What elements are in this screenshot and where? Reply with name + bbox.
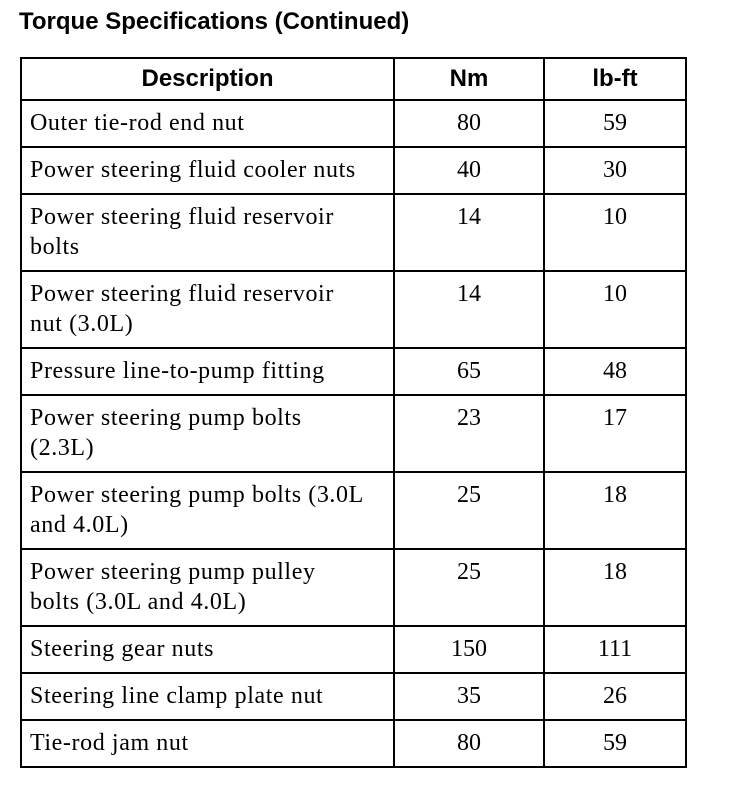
value-cell: 25 [393,548,545,627]
table-row: Power steering pump pulley bolts (3.0L a… [20,548,687,627]
header-cell: lb-ft [543,57,687,101]
header-cell: Nm [393,57,545,101]
description-cell: Power steering pump bolts (3.0L and 4.0L… [20,471,395,550]
value-cell: 59 [543,99,687,148]
table-row: Steering line clamp plate nut 35 26 [20,672,687,721]
header-row: Description Nm lb-ft [20,57,687,101]
description-cell: Tie-rod jam nut [20,719,395,768]
value-cell: 18 [543,548,687,627]
description-cell: Steering line clamp plate nut [20,672,395,721]
description-cell: Steering gear nuts [20,625,395,674]
value-cell: 18 [543,471,687,550]
value-cell: 35 [393,672,545,721]
value-cell: 150 [393,625,545,674]
title: Torque Specifications (Continued) [19,8,410,35]
value-cell: 14 [393,270,545,349]
table-row: Power steering fluid reservoir bolts 14 10 [20,193,687,272]
value-cell: 80 [393,719,545,768]
value-cell: 30 [543,146,687,195]
value-cell: 59 [543,719,687,768]
table-row: Pressure line-to-pump fitting 65 48 [20,347,687,396]
header-cell: Description [20,57,395,101]
torque-table: Description Nm lb-ft Outer tie-rod end nut… [20,57,687,768]
value-cell: 40 [393,146,545,195]
description-cell: Power steering fluid reservoir bolts [20,193,395,272]
value-cell: 10 [543,270,687,349]
value-cell: 80 [393,99,545,148]
value-cell: 10 [543,193,687,272]
table-row: Outer tie-rod end nut 80 59 [20,99,687,148]
description-cell: Pressure line-to-pump fitting [20,347,395,396]
table-row: Power steering fluid reservoir nut (3.0L… [20,270,687,349]
value-cell: 17 [543,394,687,473]
value-cell: 23 [393,394,545,473]
value-cell: 25 [393,471,545,550]
table-row: Power steering pump bolts (2.3L) 23 17 [20,394,687,473]
table-body: Outer tie-rod end nut 80 59 Power steering … [20,99,687,768]
value-cell: 111 [543,625,687,674]
description-cell: Outer tie-rod end nut [20,99,395,148]
description-cell: Power steering pump bolts (2.3L) [20,394,395,473]
table-row: Steering gear nuts 150 111 [20,625,687,674]
value-cell: 48 [543,347,687,396]
description-cell: Power steering fluid cooler nuts [20,146,395,195]
value-cell: 14 [393,193,545,272]
value-cell: 65 [393,347,545,396]
description-cell: Power steering pump pulley bolts (3.0L a… [20,548,395,627]
table-row: Power steering fluid cooler nuts 40 30 [20,146,687,195]
table-row: Power steering pump bolts (3.0L and 4.0L… [20,471,687,550]
description-cell: Power steering fluid reservoir nut (3.0L… [20,270,395,349]
table-row: Tie-rod jam nut 80 59 [20,719,687,768]
value-cell: 26 [543,672,687,721]
